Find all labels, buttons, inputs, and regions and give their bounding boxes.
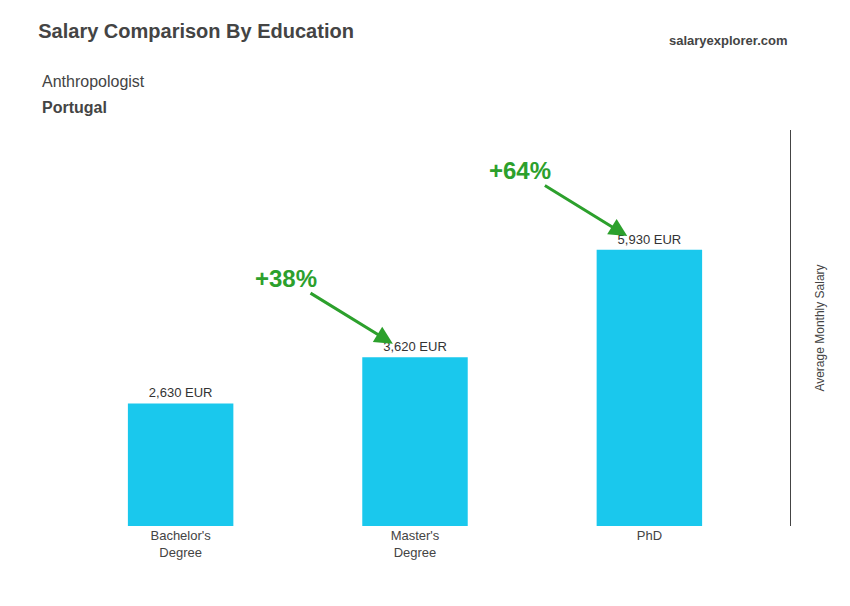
- svg-text:Average Monthly Salary: Average Monthly Salary: [813, 264, 827, 391]
- svg-text:3,620 EUR: 3,620 EUR: [383, 339, 447, 354]
- svg-text:Anthropologist: Anthropologist: [42, 73, 145, 90]
- svg-text:salaryexplorer.com: salaryexplorer.com: [669, 33, 788, 48]
- svg-text:5,930 EUR: 5,930 EUR: [618, 232, 682, 247]
- svg-text:+38%: +38%: [255, 265, 317, 292]
- svg-text:Portugal: Portugal: [42, 99, 107, 116]
- svg-text:+64%: +64%: [489, 157, 551, 184]
- svg-text:Master'sDegree: Master'sDegree: [391, 528, 440, 560]
- svg-text:2,630 EUR: 2,630 EUR: [149, 385, 213, 400]
- svg-text:PhD: PhD: [637, 528, 662, 543]
- svg-text:Bachelor'sDegree: Bachelor'sDegree: [150, 528, 211, 560]
- svg-text:Salary Comparison By Education: Salary Comparison By Education: [38, 20, 354, 42]
